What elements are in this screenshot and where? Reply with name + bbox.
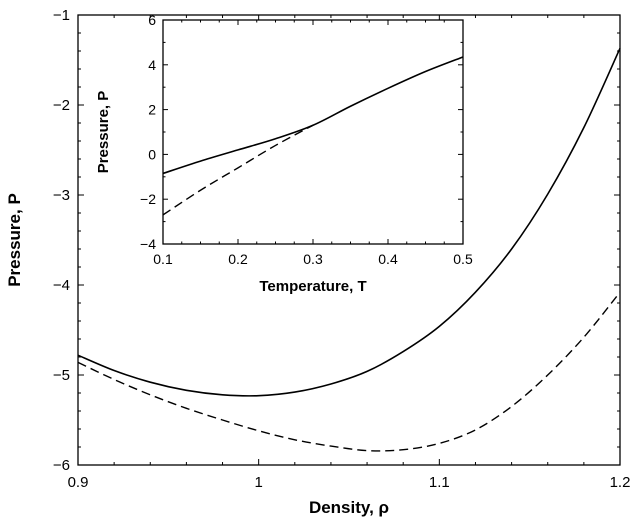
main-y-tick-label: −2 [53,97,70,114]
inset-y-tick-label: −2 [140,191,156,207]
inset-chart: 0.1 0.2 0.3 0.4 0.5 −4 −2 0 2 4 6 Temperature, T P… [95,12,473,295]
inset-y-tick-label: 6 [148,12,156,28]
inset-y-axis-label: Pressure, P [95,91,112,174]
main-y-tick-label: −6 [53,457,70,474]
main-series-dashed-line [77,291,621,452]
inset-ticks: 0.1 0.2 0.3 0.4 0.5 −4 −2 0 2 4 6 [140,12,473,267]
inset-y-tick-label: −4 [140,236,156,252]
inset-y-tick-label: 2 [148,102,156,118]
inset-series-dashed-line [162,124,314,216]
inset-y-tick-label: 4 [148,57,156,73]
main-x-tick-label: 1 [254,474,262,491]
inset-x-tick-label: 0.1 [153,251,173,267]
main-y-tick-label: −3 [53,187,70,204]
main-plot-frame [77,14,621,466]
main-series [77,47,621,452]
inset-y-tick-label: 0 [148,146,156,162]
inset-series [162,56,464,216]
main-y-tick-label: −4 [53,277,70,294]
inset-background [163,20,463,244]
main-chart: 0.9 1 1.1 1.2 −6 −5 −4 −3 −2 −1 Density, ρ Pressu… [5,7,630,517]
inset-x-tick-label: 0.4 [378,251,398,267]
main-y-axis-label: Pressure, P [5,193,24,287]
main-y-tick-label: −1 [53,7,70,24]
main-x-tick-label: 1.1 [429,474,450,491]
inset-x-tick-label: 0.3 [303,251,323,267]
main-ticks: 0.9 1 1.1 1.2 −6 −5 −4 −3 −2 −1 [53,7,631,491]
main-x-tick-label: 1.2 [610,474,631,491]
inset-x-tick-label: 0.2 [228,251,248,267]
main-y-tick-label: −5 [53,367,70,384]
inset-x-axis-label: Temperature, T [259,278,366,295]
main-x-axis-label: Density, ρ [309,498,389,517]
inset-x-tick-label: 0.5 [453,251,473,267]
main-series-solid-line [77,47,621,397]
main-x-tick-label: 0.9 [68,474,89,491]
